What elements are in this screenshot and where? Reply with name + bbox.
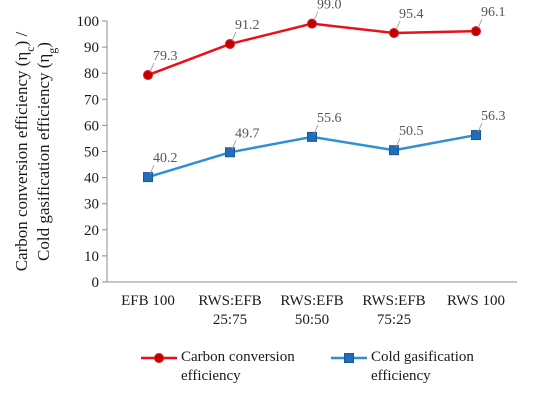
- y-tick-label: 40: [84, 171, 99, 187]
- legend-label-cold: Cold gasification efficiency: [371, 349, 474, 384]
- y-axis-title: Carbon conversion efficiency (ηc) /Cold …: [12, 31, 59, 271]
- data-label-leader: [477, 19, 483, 29]
- y-tick-label: 10: [84, 249, 99, 265]
- data-point-circle: [307, 18, 317, 29]
- legend-item-cold: Cold gasification efficiency: [330, 348, 521, 386]
- data-label-leader: [231, 31, 237, 42]
- legend-label-carbon: Carbon conversion efficiency: [181, 349, 295, 384]
- data-point-square: [307, 131, 317, 142]
- legend-item-carbon: Carbon conversion efficiency: [140, 348, 331, 386]
- data-label-leader: [149, 62, 155, 73]
- data-point-circle: [143, 70, 153, 81]
- x-tick-label: RWS:EFB 25:75: [198, 293, 261, 328]
- data-label: 50.5: [399, 124, 424, 139]
- data-point-square: [389, 145, 399, 156]
- data-label: 96.1: [481, 5, 506, 20]
- axes: 0 10 20 30 40 50 60 70 80 90 100 EFB 100 RWS:EFB 25:7…: [77, 14, 517, 328]
- y-tick-label: 90: [84, 40, 99, 56]
- y-tick-label: 30: [84, 197, 99, 213]
- data-point-circle: [225, 38, 235, 49]
- y-tick-label: 100: [77, 14, 100, 30]
- x-tick-label: EFB 100: [121, 293, 175, 309]
- series-line-1: [147, 22, 477, 77]
- y-tick-label: 70: [84, 92, 99, 108]
- y-tick-label: 60: [84, 118, 99, 134]
- data-label: 99.0: [317, 0, 342, 13]
- y-tick-label: 20: [84, 223, 99, 239]
- legend-marker-square: [331, 353, 367, 363]
- data-point-circle: [389, 28, 399, 39]
- y-axis-title-line2: Cold gasification efficiency (ηg): [34, 42, 59, 261]
- data-label: 95.4: [399, 7, 424, 22]
- data-label-leader: [313, 11, 319, 21]
- x-tick-label: RWS 100: [447, 293, 505, 309]
- y-tick-label: 50: [84, 145, 99, 161]
- y-tick-label: 80: [84, 66, 99, 82]
- data-point-square: [225, 147, 235, 158]
- data-label: 91.2: [235, 18, 260, 33]
- data-point-circle: [471, 26, 481, 37]
- series-group: [143, 18, 481, 183]
- data-label-leader: [395, 20, 401, 31]
- legend: Carbon conversion efficiency Cold gasifi…: [140, 348, 540, 398]
- data-label: 55.6: [317, 111, 342, 126]
- data-labels: 79.3 91.2 99.0 95.4 96.1 40.2 49.7 55.6 50.5 56.3: [149, 0, 506, 175]
- data-label: 40.2: [153, 151, 178, 166]
- data-label-leader: [231, 140, 237, 150]
- data-label-leader: [395, 138, 401, 148]
- data-point-square: [143, 172, 153, 183]
- y-tick-label: 0: [92, 275, 100, 291]
- data-label: 56.3: [481, 109, 506, 124]
- data-point-square: [471, 130, 481, 141]
- data-label-leader: [477, 122, 483, 133]
- data-label: 49.7: [235, 126, 260, 141]
- data-label-leader: [313, 124, 319, 135]
- x-tick-label: RWS:EFB 75:25: [362, 293, 425, 328]
- legend-marker-circle: [141, 353, 177, 363]
- data-label-leader: [149, 164, 155, 175]
- y-axis-title-line1: Carbon conversion efficiency (ηc) /: [12, 31, 37, 271]
- data-label: 79.3: [153, 49, 178, 64]
- x-tick-label: RWS:EFB 50:50: [280, 293, 343, 328]
